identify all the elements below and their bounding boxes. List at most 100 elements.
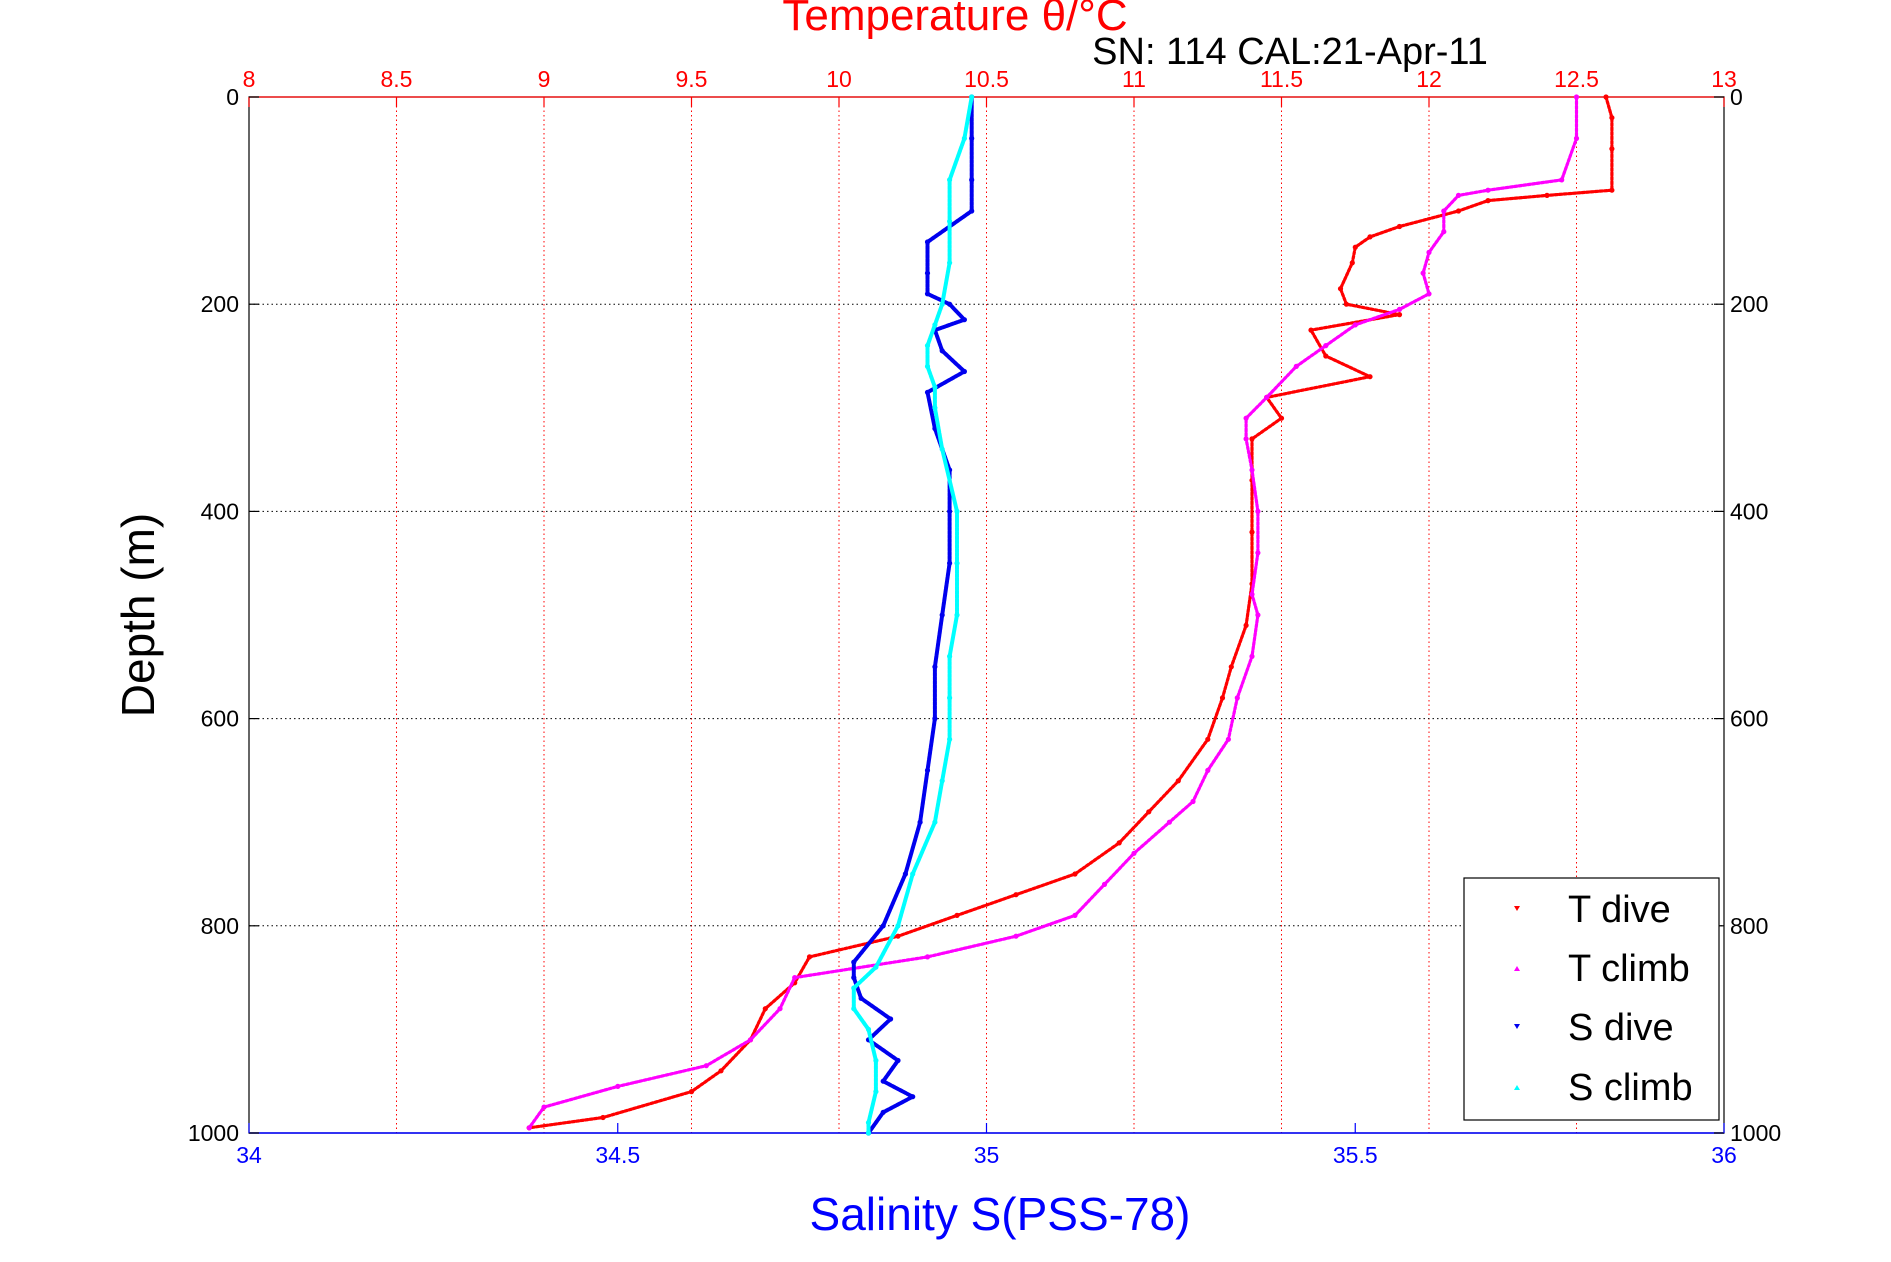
temperature-tick-label: 12: [1416, 66, 1442, 92]
data-point-t-dive: [1609, 115, 1615, 121]
series-layer: [526, 94, 1615, 1136]
legend-entry-t-climb: T climb: [1514, 948, 1690, 990]
data-point-t-climb: [1013, 933, 1019, 939]
data-point-s-climb: [947, 653, 953, 660]
data-point-t-climb: [1323, 343, 1329, 349]
data-point-s-dive: [939, 348, 945, 354]
temperature-tick-label: 8.5: [381, 66, 413, 92]
data-point-s-climb: [947, 218, 953, 224]
data-point-t-climb: [792, 975, 798, 981]
data-point-t-dive: [1243, 622, 1249, 629]
legend-marker-t-dive: [1514, 906, 1520, 911]
data-point-s-climb: [947, 695, 953, 701]
data-point-t-climb: [1559, 177, 1565, 183]
data-point-s-climb: [932, 819, 938, 825]
data-point-t-dive: [1249, 529, 1255, 535]
data-point-s-climb: [939, 301, 945, 307]
data-point-s-climb: [932, 384, 938, 390]
depth-tick-label-right: 0: [1730, 84, 1743, 110]
data-point-t-climb: [541, 1104, 547, 1110]
data-point-s-dive: [932, 664, 938, 670]
data-point-t-climb: [1072, 912, 1078, 919]
series-s-dive: [851, 94, 975, 1136]
data-point-s-dive: [947, 560, 953, 566]
data-point-t-dive: [1455, 208, 1462, 214]
temperature-tick-label: 10.5: [964, 66, 1009, 92]
data-point-s-climb: [865, 1130, 872, 1136]
data-point-t-dive: [1609, 146, 1615, 152]
data-point-t-climb: [1234, 695, 1240, 701]
series-t-dive: [526, 94, 1615, 1131]
data-point-s-climb: [939, 446, 945, 452]
legend-label-t-dive: T dive: [1568, 889, 1671, 931]
data-point-s-dive: [851, 959, 857, 965]
series-line-t-dive: [527, 95, 1614, 1130]
data-point-s-climb: [947, 177, 953, 183]
depth-tick-label-left: 400: [201, 498, 239, 524]
data-point-t-dive: [1367, 234, 1373, 240]
depth-tick-label-right: 1000: [1730, 1120, 1781, 1146]
data-point-t-climb: [1485, 187, 1491, 193]
data-point-t-climb: [1243, 436, 1249, 442]
series-line-s-dive: [851, 95, 974, 1135]
data-point-s-dive: [924, 767, 931, 774]
data-point-t-dive: [1396, 223, 1403, 230]
data-point-t-climb: [1249, 591, 1255, 597]
data-point-t-dive: [1349, 260, 1355, 266]
data-point-t-dive: [1343, 301, 1349, 307]
data-point-s-dive: [969, 177, 975, 183]
depth-tick-label-right: 400: [1730, 498, 1768, 524]
data-point-s-dive: [910, 1094, 916, 1100]
data-point-s-dive: [895, 1057, 901, 1064]
data-point-t-climb: [777, 1006, 783, 1012]
y-axis-label: Depth (m): [112, 513, 164, 717]
salinity-tick-label: 35: [974, 1142, 1000, 1168]
data-point-s-climb: [954, 508, 960, 514]
legend-label-s-dive: S dive: [1568, 1007, 1674, 1049]
series-line-s-climb: [851, 95, 974, 1135]
series-s-climb: [851, 94, 975, 1136]
data-point-t-climb: [1441, 229, 1447, 235]
data-point-t-climb: [1101, 881, 1108, 888]
data-point-t-climb: [1190, 798, 1196, 805]
data-point-s-climb: [873, 964, 879, 970]
legend-label-s-climb: S climb: [1568, 1067, 1693, 1109]
data-point-s-dive: [880, 923, 886, 929]
data-point-t-climb: [1352, 322, 1358, 328]
data-point-t-climb: [1249, 653, 1255, 660]
data-point-s-dive: [888, 1016, 894, 1022]
data-point-s-climb: [865, 1026, 872, 1032]
temperature-tick-label: 12.5: [1554, 66, 1599, 92]
depth-tick-label-left: 200: [201, 291, 239, 317]
temperature-tick-label: 9: [538, 66, 551, 92]
data-point-s-dive: [924, 239, 931, 245]
data-point-t-dive: [718, 1068, 724, 1074]
x-axis-label: Salinity S(PSS-78): [810, 1188, 1191, 1240]
data-point-t-dive: [1485, 198, 1491, 204]
data-point-s-climb: [910, 871, 916, 877]
depth-tick-label-left: 1000: [188, 1120, 239, 1146]
data-point-s-dive: [947, 508, 953, 514]
data-point-s-dive: [880, 1078, 886, 1084]
data-point-t-dive: [1337, 286, 1344, 292]
data-point-s-climb: [947, 736, 953, 742]
data-point-s-climb: [851, 985, 857, 991]
data-point-s-dive: [902, 871, 909, 877]
temperature-tick-label: 9.5: [676, 66, 708, 92]
data-point-s-climb: [873, 1057, 879, 1064]
depth-tick-label-left: 0: [226, 84, 239, 110]
data-point-t-dive: [1072, 871, 1078, 877]
data-point-s-climb: [932, 322, 938, 328]
data-point-t-climb: [924, 954, 931, 960]
temperature-tick-label: 13: [1711, 66, 1737, 92]
data-point-t-climb: [1225, 736, 1231, 742]
data-point-t-dive: [1367, 374, 1373, 380]
legend-entry-s-dive: S dive: [1514, 1007, 1674, 1049]
data-point-s-dive: [924, 291, 931, 297]
data-point-t-dive: [762, 1006, 768, 1012]
data-point-s-climb: [851, 1006, 857, 1012]
data-point-t-dive: [1146, 809, 1152, 815]
legend: T dive T climb S dive S climb: [1463, 877, 1720, 1121]
data-point-s-climb: [924, 363, 931, 369]
